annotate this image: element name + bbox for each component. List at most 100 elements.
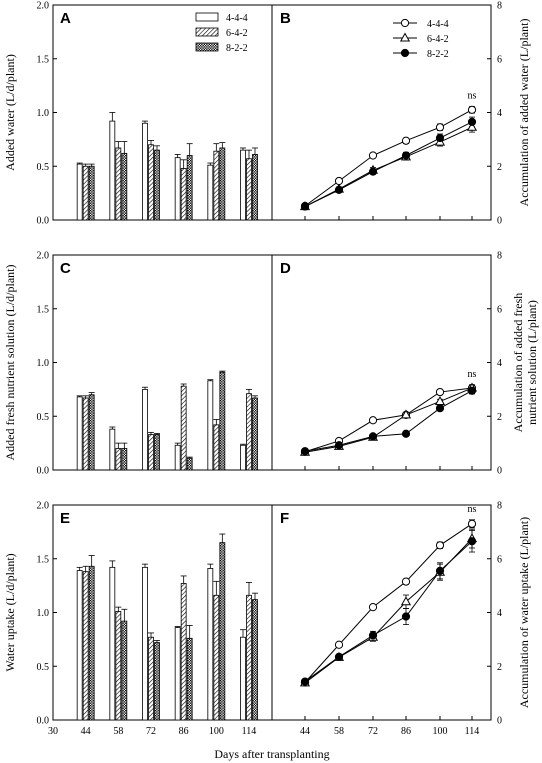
y-tick-label: 0.0: [37, 466, 50, 477]
y-tick-label: 2.0: [37, 251, 50, 262]
bar-8-2-2: [88, 394, 95, 471]
y-tick-label: 4: [497, 358, 502, 369]
bar-6-4-2: [246, 393, 252, 471]
marker-circle-open: [467, 105, 477, 114]
bar-4-4-4: [109, 120, 116, 221]
x-tick-label: 58: [334, 726, 344, 737]
marker-circle-filled: [467, 386, 477, 395]
y-tick-label: 8: [497, 501, 502, 512]
y-axis-title: Accumulation of added water (L/plant): [517, 19, 531, 207]
y-tick-label: 8: [497, 1, 502, 12]
legend-swatch: [195, 12, 219, 22]
marker-circle-open: [435, 387, 445, 397]
panel-f-lines: 0 2 4 6 8 44 58 72 86 100 114 Accumulation of water…: [271, 501, 531, 737]
panel-c-bars: 0.0 0.5 1.0 1.5 2.0 Added fresh nutrient solu…: [3, 251, 273, 477]
ns-annotation: ns: [468, 369, 477, 380]
bar-6-4-2: [213, 150, 220, 221]
bar-8-2-2: [121, 448, 128, 471]
panel-label: E: [60, 510, 70, 527]
bar-4-4-4: [142, 388, 148, 471]
marker-circle-filled: [300, 447, 310, 456]
bar-6-4-2: [180, 583, 187, 721]
bar-8-2-2: [252, 397, 258, 471]
y-tick-label: 8: [497, 251, 502, 262]
bar-8-2-2: [88, 565, 95, 721]
bar-4-4-4: [240, 149, 246, 221]
y-tick-label: 0: [497, 716, 502, 727]
x-tick-label: 86: [179, 726, 189, 737]
marker-triangle-open: [466, 121, 478, 131]
bar-8-2-2: [186, 637, 193, 721]
legend-label: 8-2-2: [427, 49, 449, 60]
y-tick-label: 0: [497, 216, 502, 227]
marker-circle-open: [368, 603, 378, 612]
marker-circle-filled: [334, 652, 344, 661]
ns-annotation: ns: [468, 91, 477, 102]
x-tick-label: 72: [146, 726, 156, 737]
bar-6-4-2: [82, 397, 89, 471]
y-tick-label: 4: [497, 108, 502, 119]
y-tick-label: 2: [497, 662, 502, 673]
bar-4-4-4: [174, 444, 181, 471]
bar-6-4-2: [82, 571, 89, 721]
plot-frame: [271, 254, 492, 471]
bar-4-4-4: [76, 163, 83, 221]
bar-4-4-4: [240, 636, 246, 721]
x-axis-title: Days after transplanting: [214, 747, 329, 761]
series-line-4-4-4: [304, 109, 473, 207]
panel-label: D: [280, 260, 291, 277]
marker-circle-filled: [300, 677, 310, 686]
x-tick-label: 72: [368, 726, 378, 737]
marker-circle-open: [368, 151, 378, 160]
marker-circle-filled: [467, 537, 477, 546]
marker-circle-open: [334, 640, 344, 649]
plot-frame: [271, 4, 492, 221]
bar-4-4-4: [207, 380, 214, 471]
y-tick-label: 0.5: [37, 162, 50, 173]
marker-circle-filled: [368, 432, 378, 441]
bar-8-2-2: [154, 642, 160, 721]
legend-label: 4-4-4: [226, 13, 248, 24]
bar-8-2-2: [186, 155, 193, 221]
panel-e-bars: 0.0 0.5 1.0 1.5 2.0 30 44 58 72 86 100 114 Water upt…: [3, 501, 273, 737]
bar-6-4-2: [213, 424, 220, 471]
marker-circle-filled: [334, 185, 344, 194]
bar-6-4-2: [148, 636, 154, 721]
bar-8-2-2: [121, 620, 128, 721]
bar-6-4-2: [180, 385, 187, 471]
y-tick-label: 1.5: [37, 304, 50, 315]
marker-triangle-open: [399, 32, 411, 42]
marker-circle-filled: [435, 404, 445, 413]
marker-circle-filled: [401, 429, 411, 438]
marker-circle-filled: [368, 167, 378, 176]
y-axis-title: Added fresh nutrient solution (L/d/plant…: [3, 265, 17, 461]
bar-6-4-2: [115, 147, 122, 221]
marker-circle-filled: [435, 566, 445, 575]
marker-circle-filled: [400, 48, 410, 58]
marker-circle-open: [334, 176, 344, 186]
y-tick-label: 2.0: [37, 501, 50, 512]
plot-frame: [271, 504, 492, 721]
y-axis-title: Water uptake (L/d/plant): [3, 553, 17, 671]
marker-circle-open: [368, 416, 378, 425]
x-tick-label: 30: [48, 726, 58, 737]
y-tick-label: 0.5: [37, 412, 50, 423]
bar-8-2-2: [186, 457, 193, 471]
bar-6-4-2: [148, 434, 154, 471]
legend-label: 6-4-2: [427, 34, 449, 45]
x-tick-label: 44: [81, 726, 91, 737]
marker-circle-open: [435, 123, 445, 132]
x-tick-label: 114: [242, 726, 257, 737]
y-tick-label: 1.0: [37, 358, 50, 369]
y-axis-title: Added water (L/d/plant): [3, 54, 17, 171]
y-tick-label: 0.0: [37, 716, 50, 727]
bar-4-4-4: [174, 157, 181, 221]
bar-8-2-2: [219, 147, 226, 221]
x-tick-label: 100: [209, 726, 224, 737]
bar-6-4-2: [180, 167, 187, 221]
y-axis-title: Accumulation of water uptake (L/plant): [517, 517, 531, 708]
y-tick-label: 1.5: [37, 554, 50, 565]
bar-8-2-2: [154, 149, 160, 221]
x-tick-label: 114: [465, 726, 480, 737]
bar-4-4-4: [109, 566, 116, 721]
